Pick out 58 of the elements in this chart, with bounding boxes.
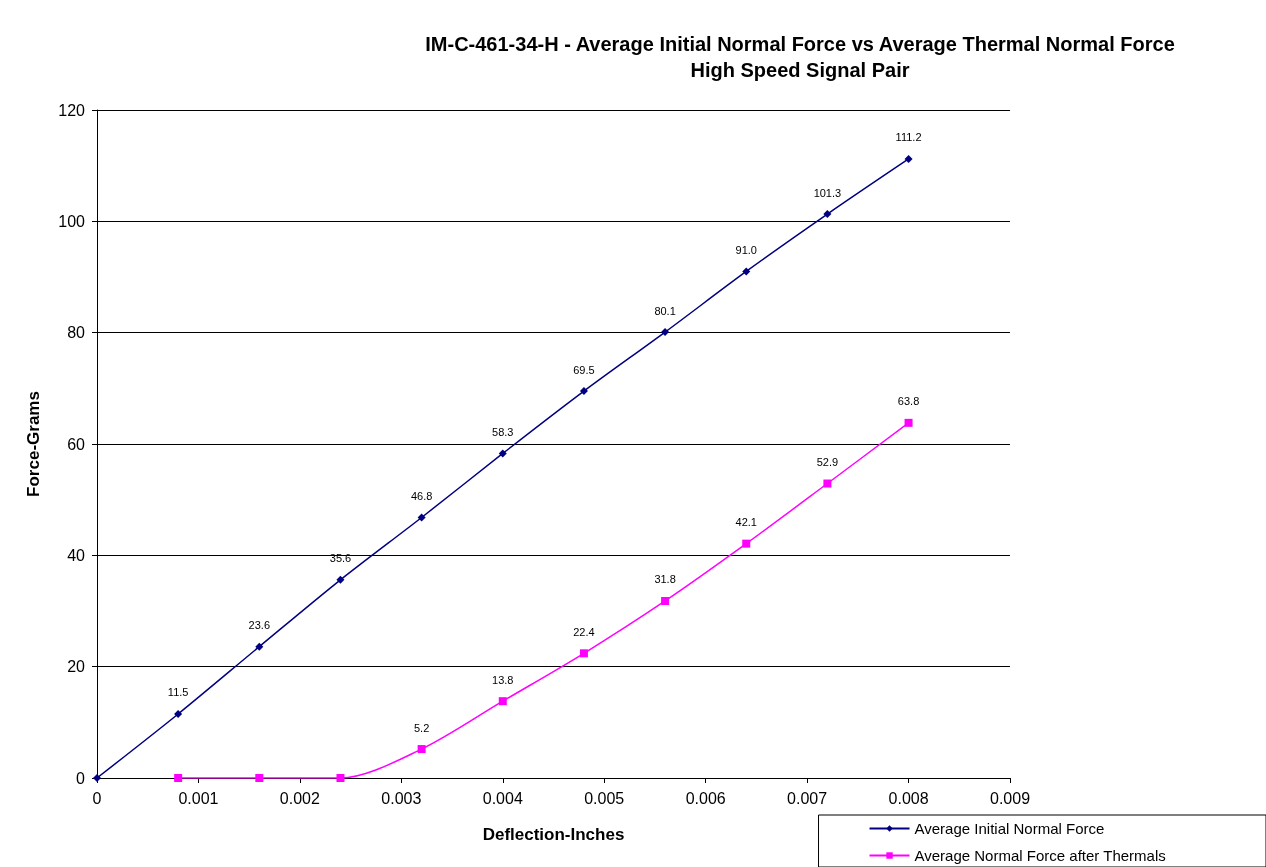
- data-label: 5.2: [413, 721, 430, 734]
- data-label: 23.6: [248, 619, 271, 632]
- data-label: 31.8: [654, 573, 676, 586]
- point: [255, 642, 264, 651]
- point: [579, 649, 588, 658]
- point: [742, 539, 751, 548]
- y-tick-label: 120: [58, 101, 86, 119]
- point: [579, 387, 588, 396]
- x-tick-label: 0.004: [482, 789, 523, 807]
- data-label: 42.1: [735, 516, 757, 529]
- x-tick-label: 0.005: [584, 789, 625, 807]
- point: [174, 774, 183, 782]
- point: [904, 418, 913, 427]
- y-tick-label: 80: [67, 324, 86, 342]
- y-tick-label: 40: [67, 546, 86, 564]
- point: [661, 596, 670, 605]
- data-label: 63.8: [897, 395, 920, 408]
- data-label: 69.5: [573, 363, 595, 376]
- data-label: 13.8: [492, 673, 514, 686]
- x-tick-label: 0.009: [989, 789, 1031, 807]
- chart-title: IM-C-461-34-H - Average Initial Normal Force vs Average Thermal Normal Force High Speed Signal Pair: [425, 33, 1175, 81]
- point: [417, 513, 426, 522]
- x-tick-label: 0.003: [381, 789, 422, 807]
- data-label: 58.3: [492, 425, 514, 438]
- data-label: 22.4: [573, 625, 595, 638]
- data-label: 80.1: [654, 304, 676, 317]
- y-tick-label: 60: [67, 435, 86, 453]
- point: [498, 449, 507, 458]
- point: [742, 267, 751, 276]
- point: [336, 575, 345, 584]
- legend-label: Average Normal Force after Thermals: [914, 847, 1166, 864]
- data-label: 11.5: [167, 686, 189, 699]
- y-axis-title: Force-Grams: [24, 391, 43, 497]
- x-tick-label: 0.006: [685, 789, 726, 807]
- x-tick-label: 0: [92, 789, 102, 807]
- data-label: 52.9: [816, 456, 839, 469]
- x-tick-label: 0.007: [787, 789, 828, 807]
- y-tick-label: 20: [67, 658, 86, 676]
- legend-label: Average Initial Normal Force: [914, 820, 1105, 837]
- x-tick-label: 0.002: [279, 789, 321, 807]
- point: [498, 697, 507, 706]
- y-tick-label: 100: [58, 212, 86, 230]
- data-label: 111.2: [895, 131, 922, 144]
- y-tick-label: 0: [76, 769, 86, 787]
- point: [255, 774, 264, 782]
- x-tick-label: 0.008: [888, 789, 929, 807]
- data-label: 101.3: [813, 186, 842, 199]
- point: [904, 154, 913, 163]
- point: [174, 709, 183, 718]
- x-axis-title: Deflection-Inches: [482, 825, 625, 844]
- x-tick-label: 0.001: [178, 789, 219, 807]
- point: [336, 774, 345, 782]
- data-label: 91.0: [735, 243, 757, 256]
- point: [661, 328, 670, 337]
- data-label: 46.8: [410, 489, 433, 502]
- point: [417, 745, 426, 754]
- point: [823, 479, 832, 488]
- point: [823, 210, 832, 219]
